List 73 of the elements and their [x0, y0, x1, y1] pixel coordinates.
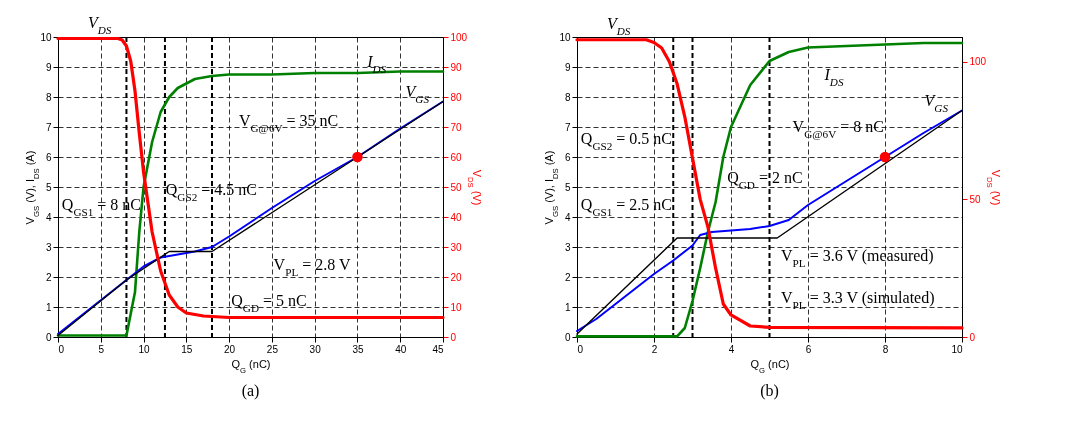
y-tick-label: 9: [564, 61, 571, 73]
x-tick-label: 10: [138, 343, 151, 355]
line-series: [56, 36, 445, 320]
y2-tick-label: 60: [450, 151, 463, 163]
annotation: Q$_{GS2}$ = 4.5 nC: [165, 181, 257, 203]
x-tick-label: 35: [352, 343, 364, 355]
y-tick-label: 0: [45, 331, 52, 343]
y2-tick-label: 30: [450, 241, 463, 253]
annotation: V$_{G@6V}$ = 8 nC: [792, 118, 884, 140]
y-tick-label: 5: [45, 181, 52, 193]
y2-tick-label: 0: [450, 331, 457, 343]
y-tick-label: 8: [564, 91, 571, 103]
y2-tick-label: 50: [450, 181, 463, 193]
y2-tick-label: 0: [969, 331, 976, 343]
y2-tick-label: 10: [450, 301, 463, 313]
text: (b): [760, 382, 779, 400]
y-tick-label: 2: [564, 271, 571, 283]
y2-tick-label: 70: [450, 121, 463, 133]
x-tick-label: 15: [181, 343, 193, 355]
x-tick-label: 40: [395, 343, 407, 355]
y-tick-label: 10: [40, 31, 52, 43]
y2-tick-label: 90: [450, 61, 463, 73]
y-tick-label: 8: [45, 91, 52, 103]
annotation: Q$_{GS2}$ = 0.5 nC: [580, 130, 673, 152]
y2-tick-label: 100: [450, 31, 468, 43]
y-tick-label: 3: [564, 241, 571, 253]
annotation: V$_{PL}$ = 3.3 V (simulated): [781, 289, 935, 311]
y-tick-label: 4: [564, 211, 571, 223]
annotation: V$_{PL}$ = 2.8 V: [273, 256, 351, 278]
y2-tick-label: 100: [969, 56, 987, 68]
x-tick-label: 2: [651, 343, 658, 355]
y-tick-label: 7: [45, 121, 52, 133]
y-tick-label: 10: [559, 31, 571, 43]
series-label: V$_{DS}$: [607, 14, 631, 37]
x-tick-label: 45: [432, 343, 444, 355]
y-tick-label: 1: [564, 301, 571, 313]
y-tick-label: 3: [45, 241, 52, 253]
text: (a): [241, 382, 260, 400]
annotation: Q$_{GD}$ = 5 nC: [231, 292, 307, 314]
x-tick-label: 6: [805, 343, 812, 355]
y-tick-label: 2: [45, 271, 52, 283]
y2-tick-label: 80: [450, 91, 463, 103]
x-tick-label: 10: [951, 343, 963, 355]
y-tick-label: 6: [45, 151, 52, 163]
annotation: Q$_{GS1}$ = 8 nC: [61, 196, 142, 218]
x-tick-label: 20: [224, 343, 236, 355]
y-tick-label: 7: [564, 121, 571, 133]
y-tick-label: 9: [45, 61, 52, 73]
x-tick-label: 8: [882, 343, 889, 355]
y-tick-label: 5: [564, 181, 571, 193]
x-tick-label: 0: [58, 343, 65, 355]
y2-tick-label: 50: [969, 193, 982, 205]
x-tick-label: 25: [266, 343, 279, 355]
y-tick-label: 1: [45, 301, 52, 313]
series-label: V$_{DS}$: [88, 13, 112, 36]
series-label: V$_{GS}$: [405, 82, 430, 105]
series-label: I$_{DS}$: [823, 66, 844, 88]
y-tick-label: 0: [564, 331, 571, 343]
x-axis-title: Q$_{G}$ (nC): [750, 357, 790, 374]
y2-tick-label: 40: [450, 211, 463, 223]
y-tick-label: 4: [45, 211, 52, 223]
x-tick-label: 0: [577, 343, 584, 355]
y2-tick-label: 20: [450, 271, 463, 283]
x-tick-label: 30: [309, 343, 322, 355]
x-axis-title: Q$_{G}$ (nC): [231, 357, 271, 374]
y-tick-label: 6: [564, 151, 571, 163]
annotation: V$_{G@6V}$ = 35 nC: [238, 112, 339, 134]
annotation: Q$_{GS1}$ = 2.5 nC: [580, 196, 673, 218]
annotation: V$_{PL}$ = 3.6 V (measured): [781, 247, 934, 269]
x-tick-label: 5: [98, 343, 105, 355]
x-tick-label: 4: [728, 343, 735, 355]
series-label: V$_{GS}$: [924, 91, 949, 114]
annotation: Q$_{GD}$ = 2 nC: [727, 169, 803, 191]
